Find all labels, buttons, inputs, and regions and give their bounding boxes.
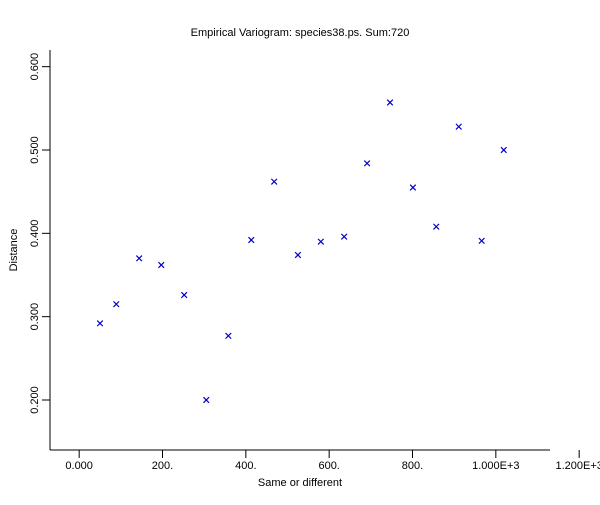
x-tick-label: 0.000 [65,460,93,472]
data-point [409,184,417,191]
data-point [478,237,485,245]
y-tick-label: 0.600 [29,53,41,81]
y-tick-label: 0.200 [29,386,41,414]
y-axis-ticks: 0.200 0.300 0.400 0.500 0.600 [29,53,50,414]
y-axis-label: Distance [8,229,20,272]
y-tick-label: 0.400 [29,220,41,248]
data-point [180,291,188,299]
data-point [248,236,255,244]
x-tick-label: 1.200E+3 [555,460,600,472]
y-tick-label: 0.500 [29,136,41,164]
data-point [317,238,325,245]
x-tick-label: 200. [152,460,173,472]
data-point [225,332,232,340]
x-tick-label: 600. [318,460,339,472]
data-point [270,178,278,185]
data-point [386,99,394,106]
data-point [433,223,440,230]
x-tick-label: 400. [235,460,256,472]
data-point [135,255,143,262]
data-points [96,99,507,404]
data-point [113,300,120,308]
data-point [340,233,348,240]
x-tick-label: 800. [402,460,423,472]
x-axis-label: Same or different [258,477,342,489]
data-point [158,261,165,269]
data-point [455,123,462,130]
y-tick-label: 0.300 [29,303,41,331]
data-point [203,396,210,404]
data-point [500,146,507,154]
x-tick-label: 1.000E+3 [472,460,519,472]
data-point [96,320,104,327]
data-point [363,160,371,167]
x-axis-ticks: 0.000 200. 400. 600. 800. 1.000E+3 1.200E+3 [65,450,600,472]
data-point [294,251,302,259]
chart-title: Empirical Variogram: species38.ps. Sum:7… [191,27,410,39]
